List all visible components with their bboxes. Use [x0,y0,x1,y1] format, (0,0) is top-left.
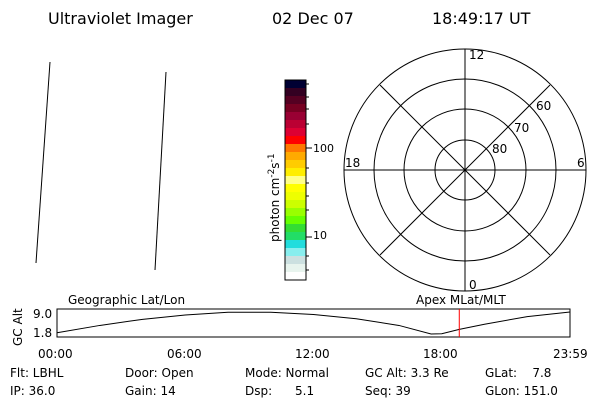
colorbar-band [285,272,306,281]
info-dsp: Dsp: 5.1 [245,384,314,398]
xtick-2: 12:00 [295,347,330,361]
colorbar-band [285,80,306,89]
xtick-1: 06:00 [167,347,202,361]
mlt-diagonal [379,84,551,256]
timeline-box [56,308,571,338]
mlt-0: 0 [469,278,477,292]
xtick-3: 18:00 [423,347,458,361]
geo-grid-line [35,61,51,264]
instrument-title: Ultraviolet Imager [48,9,193,28]
colorbar-band [285,240,306,249]
lat-80: 80 [492,142,507,156]
colorbar-band [285,216,306,225]
polar-plot [343,48,587,292]
colorbar-band [285,168,306,177]
xtick-4: 23:59 [553,347,588,361]
lat-60: 60 [536,99,551,113]
colorbar-band [285,184,306,193]
info-panel: Flt: LBHL Door: Open Mode: Normal GC Alt… [10,366,558,398]
info-ip: IP: 36.0 [10,384,55,398]
info-seq: Seq: 39 [365,384,411,398]
colorbar-tick-100: 100 [313,142,334,155]
colorbar-band [285,248,306,257]
colorbar-band [285,176,306,185]
colorbar-band [285,136,306,145]
colorbar-band [285,224,306,233]
colorbar-band [285,88,306,97]
xtick-0: 00:00 [38,347,73,361]
timeline: Geographic Lat/Lon Apex MLat/MLT GC Alt … [11,293,588,361]
colorbar-label: photon cm-2s-1 [267,153,282,242]
ytick-top: 9.0 [33,307,52,321]
geo-title: Geographic Lat/Lon [68,293,185,307]
info-door: Door: Open [125,366,194,380]
image-panel [35,61,167,271]
header: Ultraviolet Imager 02 Dec 07 18:49:17 UT [48,9,531,28]
apex-title: Apex MLat/MLT [416,293,506,307]
colorbar-band [285,144,306,153]
colorbar-band [285,192,306,201]
colorbar: photon cm-2s-1 100 10 [267,79,334,281]
mlt-6: 6 [577,156,585,170]
colorbar-band [285,264,306,273]
colorbar-band [285,200,306,209]
colorbar-band [285,128,306,137]
info-glon: GLon: 151.0 [485,384,558,398]
time-label: 18:49:17 UT [432,9,531,28]
info-mode: Mode: Normal [245,366,329,380]
polar-labels: 12 0 18 6 80 70 60 [345,48,585,292]
colorbar-band [285,232,306,241]
colorbar-tick-10: 10 [313,229,327,242]
colorbar-band [285,152,306,161]
gc-alt-label: GC Alt [11,308,25,346]
colorbar-band [285,112,306,121]
altitude-curve [56,311,571,335]
ytick-bottom: 1.8 [33,326,52,340]
geo-grid-line [154,71,167,271]
info-filter: Flt: LBHL [10,366,64,380]
info-gain: Gain: 14 [125,384,176,398]
lat-70: 70 [514,121,529,135]
colorbar-band [285,120,306,129]
info-glat: GLat: 7.8 [485,366,551,380]
info-gc-alt: GC Alt: 3.3 Re [365,366,449,380]
colorbar-band [285,256,306,265]
colorbar-band [285,96,306,105]
colorbar-band [285,160,306,169]
mlt-18: 18 [345,156,360,170]
colorbar-band [285,208,306,217]
colorbar-band [285,104,306,113]
date-label: 02 Dec 07 [272,9,354,28]
mlt-12: 12 [469,48,484,62]
